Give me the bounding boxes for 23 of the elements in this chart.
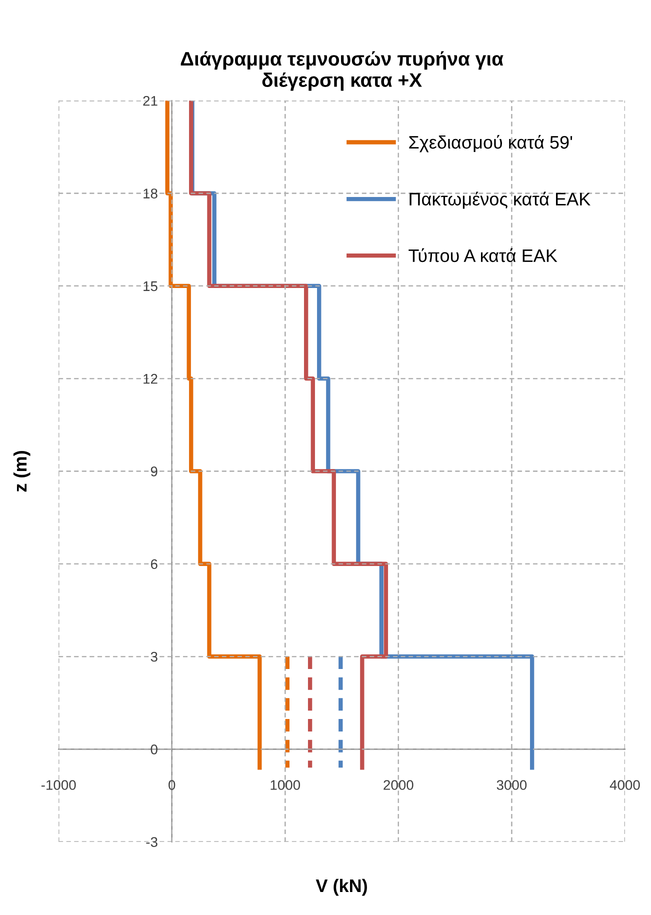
legend-label: Πακτωμένος κατά ΕΑΚ — [410, 192, 590, 209]
line-series — [165, 100, 262, 770]
y-axis-title: z (m) — [13, 451, 30, 492]
line-series — [189, 100, 388, 770]
y-tick-label: 3 — [150, 652, 158, 662]
y-tick-label: -3 — [146, 837, 158, 847]
x-axis-title: V (kN) — [316, 878, 367, 896]
y-tick-label: 12 — [144, 374, 158, 384]
x-tick-label: 0 — [168, 780, 176, 790]
legend-label: Σχεδιασμού κατά 59' — [409, 134, 572, 152]
y-tick-label: 18 — [144, 188, 158, 198]
x-tick-label: 2000 — [384, 780, 414, 790]
y-tick-label: 0 — [150, 744, 158, 754]
chart-title: Διάγραμμα τεμνουσών πυρήνα για διέγερση κατα +Χ — [180, 51, 504, 91]
y-tick-label: 21 — [143, 96, 158, 106]
x-tick-label: -1000 — [41, 780, 76, 790]
y-tick-label: 9 — [150, 466, 158, 476]
legend-label: Τύπου Α κατά ΕΑΚ — [408, 248, 558, 262]
y-tick-label: 6 — [150, 559, 158, 570]
x-tick-label: 1000 — [270, 780, 300, 790]
y-tick-label: 15 — [144, 281, 158, 292]
x-tick-label: 4000 — [610, 780, 640, 790]
x-tick-label: 3000 — [496, 780, 527, 790]
